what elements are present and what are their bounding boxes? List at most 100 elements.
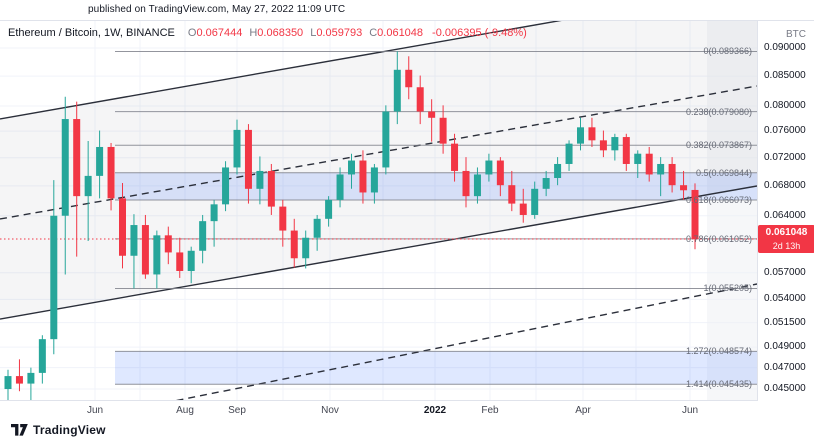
chart-area: Ethereum / Bitcoin, 1W, BINANCE O0.067444… xyxy=(0,20,814,401)
candle-down xyxy=(622,137,630,164)
change-value: -0.006395 (-9.48%) xyxy=(432,27,527,39)
time-label-sep: Sep xyxy=(228,405,246,416)
candle-down xyxy=(267,170,275,207)
time-axis[interactable]: Jun Aug Sep Nov 2022 Feb Apr Jun xyxy=(0,400,757,420)
candle-down xyxy=(416,87,424,112)
candle-down xyxy=(244,129,252,189)
tradingview-logo-icon[interactable] xyxy=(10,423,29,437)
candle-up xyxy=(130,225,138,256)
candle-up xyxy=(611,137,619,151)
fib-label-0.382: 0.382(0.073867) xyxy=(685,140,752,151)
price-tick: 0.054000 xyxy=(764,293,806,305)
candle-down xyxy=(519,203,527,215)
candle-up xyxy=(61,119,69,216)
symbol-title[interactable]: Ethereum / Bitcoin, 1W, BINANCE xyxy=(8,27,175,39)
candle-up xyxy=(302,237,310,259)
candle-down xyxy=(439,117,447,144)
price-axis[interactable]: BTC 0.061048 2d 13h 0.090000 0.085000 0.08… xyxy=(757,21,814,401)
candle-up xyxy=(187,250,195,272)
time-label-feb: Feb xyxy=(481,405,499,416)
candle-up xyxy=(542,178,550,189)
time-label-2022: 2022 xyxy=(423,405,447,416)
last-price-badge: 0.061048 2d 13h xyxy=(758,224,814,253)
fib-label-0.238: 0.238(0.079080) xyxy=(685,106,752,117)
candle-up xyxy=(38,339,46,373)
candle-down xyxy=(279,206,287,231)
candle-down xyxy=(691,189,699,239)
candle-up xyxy=(393,69,401,112)
last-price-value: 0.061048 xyxy=(765,226,808,238)
candle-down xyxy=(405,69,413,88)
candle-up xyxy=(473,174,481,197)
candle-up xyxy=(153,235,161,275)
price-tick: 0.051500 xyxy=(764,316,806,328)
low-value: 0.059793 xyxy=(316,27,363,39)
candle-down xyxy=(680,185,688,191)
high-value: 0.068350 xyxy=(257,27,304,39)
candle-up xyxy=(531,188,539,215)
candle-up xyxy=(657,163,665,175)
published-note: published on TradingView.com, May 27, 20… xyxy=(88,4,346,15)
time-label-nov: Nov xyxy=(321,405,339,416)
bar-countdown: 2d 13h xyxy=(772,240,801,251)
future-zone xyxy=(707,21,757,401)
candle-up xyxy=(210,204,218,222)
trendline-dashed[interactable] xyxy=(0,85,757,220)
price-tick: 0.076000 xyxy=(764,125,806,137)
open-value: 0.067444 xyxy=(196,27,243,39)
price-tick: 0.085000 xyxy=(764,70,806,82)
candle-up xyxy=(50,215,58,340)
chart-pane[interactable]: Ethereum / Bitcoin, 1W, BINANCE O0.067444… xyxy=(0,21,757,401)
time-label-apr: Apr xyxy=(575,405,591,416)
footer-bar: TradingView xyxy=(0,420,814,440)
price-tick: 0.049000 xyxy=(764,341,806,353)
candle-up xyxy=(348,160,355,175)
price-tick: 0.068000 xyxy=(764,179,806,191)
fib-label-1: 1(0.055205) xyxy=(703,283,752,294)
candle-down xyxy=(645,153,653,175)
candlestick-chart[interactable] xyxy=(0,21,757,401)
close-value: 0.061048 xyxy=(377,27,424,39)
price-tick: 0.080000 xyxy=(764,99,806,111)
candle-up xyxy=(84,175,92,197)
fib-label-0.618: 0.618(0.066073) xyxy=(685,195,752,206)
fib-label-1.272: 1.272(0.048574) xyxy=(685,346,752,357)
fib-zone xyxy=(115,351,757,385)
candle-up xyxy=(256,170,264,189)
candle-down xyxy=(462,170,470,197)
fib-zone xyxy=(115,172,757,201)
time-label-jun: Jun xyxy=(681,405,699,416)
price-tick: 0.064000 xyxy=(764,209,806,221)
fib-label-0: 0(0.089366) xyxy=(703,46,752,57)
candle-down xyxy=(451,143,459,171)
time-label-jun: Jun xyxy=(86,405,104,416)
candle-down xyxy=(428,111,436,118)
trendline-solid[interactable] xyxy=(0,21,757,120)
open-label: O xyxy=(187,27,197,39)
candle-up xyxy=(554,163,562,179)
fib-label-0.5: 0.5(0.069844) xyxy=(695,167,752,178)
candle-up xyxy=(325,199,333,219)
candle-up xyxy=(634,153,642,164)
axis-currency-label: BTC xyxy=(786,29,806,40)
candle-down xyxy=(599,140,607,151)
candle-up xyxy=(27,372,35,384)
tradingview-wordmark[interactable]: TradingView xyxy=(33,423,106,437)
chart-legend[interactable]: Ethereum / Bitcoin, 1W, BINANCE O0.067444… xyxy=(8,27,527,39)
candle-down xyxy=(107,146,115,199)
trendline-solid[interactable] xyxy=(0,185,757,320)
trendline-dashed[interactable] xyxy=(0,283,757,401)
candle-down xyxy=(290,230,298,259)
candle-down xyxy=(496,160,504,186)
candle-up xyxy=(565,143,573,164)
candle-up xyxy=(485,160,493,175)
candle-down xyxy=(119,198,126,256)
candle-up xyxy=(222,167,230,205)
channel-fill xyxy=(0,21,757,320)
close-label: C xyxy=(369,27,378,39)
candle-down xyxy=(15,376,23,384)
candle-up xyxy=(199,221,207,251)
price-tick: 0.072000 xyxy=(764,151,806,163)
candle-down xyxy=(668,163,676,186)
